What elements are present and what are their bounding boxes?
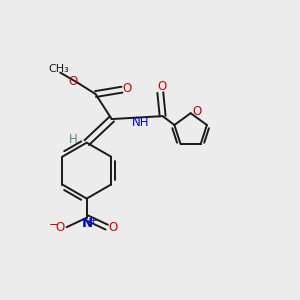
Text: −: − bbox=[49, 218, 58, 231]
Text: O: O bbox=[157, 80, 167, 93]
Text: +: + bbox=[89, 216, 97, 225]
Text: O: O bbox=[69, 76, 78, 88]
Text: O: O bbox=[109, 221, 118, 234]
Text: N: N bbox=[82, 217, 93, 230]
Text: CH₃: CH₃ bbox=[48, 64, 69, 74]
Text: O: O bbox=[123, 82, 132, 95]
Text: NH: NH bbox=[131, 116, 149, 128]
Text: H: H bbox=[69, 133, 78, 146]
Text: O: O bbox=[56, 221, 65, 234]
Text: O: O bbox=[193, 105, 202, 118]
